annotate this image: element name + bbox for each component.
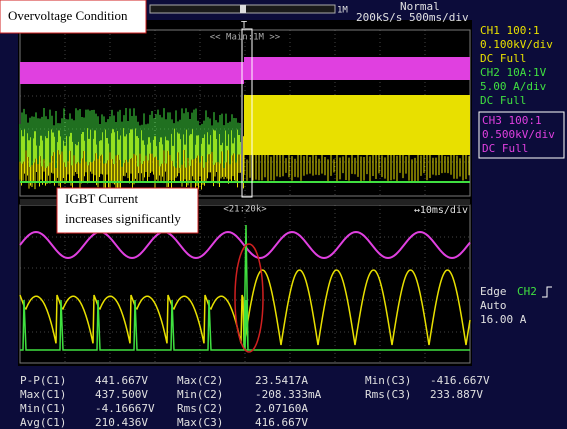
ch3-envelope	[20, 62, 244, 84]
measurement-label: Rms(C2)	[177, 402, 223, 415]
measurement-label: Max(C3)	[177, 416, 223, 429]
measurement-value: 416.667V	[255, 416, 308, 429]
measurement-value: 441.667V	[95, 374, 148, 387]
measurement-label: Min(C1)	[20, 402, 66, 415]
measurement-label: Max(C1)	[20, 388, 66, 401]
annotation: increases significantly	[65, 211, 181, 226]
zoom-timebase: ↔10ms/div	[414, 205, 468, 216]
channel-line: CH3 100:1	[482, 114, 542, 127]
channel-line: DC Full	[482, 142, 528, 155]
annotation: Overvoltage Condition	[8, 8, 128, 23]
measurement-value: 233.887V	[430, 388, 483, 401]
measurement-label: Min(C2)	[177, 388, 223, 401]
trigger-level: 16.00 A	[480, 313, 527, 326]
measurement-value: -208.333mA	[255, 388, 322, 401]
annotation: IGBT Current	[65, 191, 138, 206]
measurement-value: -416.667V	[430, 374, 490, 387]
measurement-value: 210.436V	[95, 416, 148, 429]
channel-line: DC Full	[480, 94, 526, 107]
zoom-window-label: <21:20k>	[223, 205, 267, 215]
rate-label: 200kS/s 500ms/div	[356, 11, 469, 24]
memory-label: 1M	[337, 6, 348, 16]
trigger-type: Edge	[480, 285, 507, 298]
channel-line: 0.500kV/div	[482, 128, 555, 141]
measurement-value: 2.07160A	[255, 402, 308, 415]
measurement-label: Avg(C1)	[20, 416, 66, 429]
channel-line: DC Full	[480, 52, 526, 65]
measurement-value: -4.16667V	[95, 402, 155, 415]
ch1-envelope	[244, 95, 470, 155]
channel-line: CH1 100:1	[480, 24, 540, 37]
measurement-label: Max(C2)	[177, 374, 223, 387]
measurement-value: 23.5417A	[255, 374, 308, 387]
slider-thumb	[240, 5, 246, 13]
trigger-source: CH2	[517, 285, 537, 298]
measurement-label: Min(C3)	[365, 374, 411, 387]
channel-line: 0.100kV/div	[480, 38, 553, 51]
channel-line: 5.00 A/div	[480, 80, 547, 93]
main-window-label: << Main:1M >>	[210, 33, 281, 43]
measurement-label: Rms(C3)	[365, 388, 411, 401]
trigger-mode: Auto	[480, 299, 507, 312]
channel-line: CH2 10A:1V	[480, 66, 547, 79]
ch3-envelope	[244, 57, 470, 80]
measurement-label: P-P(C1)	[20, 374, 66, 387]
oscilloscope-screen: 1M Normal 200kS/s 500ms/div T << Main:1M…	[0, 0, 567, 429]
measurement-value: 437.500V	[95, 388, 148, 401]
